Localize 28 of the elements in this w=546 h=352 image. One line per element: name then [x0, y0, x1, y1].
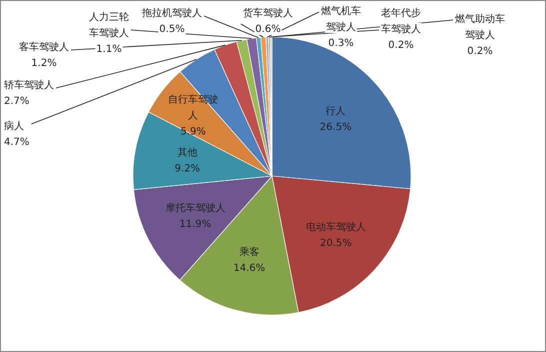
data-label: 1.1% [96, 44, 122, 55]
slice-label: 老年代步车驾驶人 [381, 7, 421, 35]
slice-label: 行人 [326, 106, 346, 117]
data-label: 0.6% [255, 24, 281, 35]
data-label: 20.5% [320, 238, 352, 249]
slice-label: 病人 [4, 120, 24, 132]
slice-label: 电动车驾驶人 [306, 220, 366, 233]
slice-label: 燃气机车驾驶人 [321, 5, 361, 33]
slice-label: 货车驾驶人 [243, 7, 293, 19]
slice-label: 人力三轮车驾驶人 [89, 11, 129, 39]
data-label: 0.2% [388, 40, 414, 51]
slice-label: 乘客 [239, 246, 260, 258]
data-label: 14.6% [233, 263, 266, 274]
slice-label: 燃气助动车驾驶人 [455, 13, 505, 41]
data-label: 9.2% [174, 164, 200, 175]
data-label: 26.5% [320, 122, 352, 133]
data-label: 0.2% [467, 46, 493, 57]
slice-label: 客车驾驶人 [19, 41, 69, 53]
data-label: 0.3% [328, 38, 354, 49]
slice-label: 其他 [177, 146, 198, 159]
data-label: 11.9% [179, 219, 212, 230]
slice-label: 轿车驾驶人 [4, 79, 54, 91]
data-label: 0.5% [159, 24, 185, 35]
data-label: 4.7% [4, 137, 30, 148]
slice-label: 拖拉机驾驶人 [141, 7, 202, 19]
slice-label: 摩托车驾驶人 [165, 202, 226, 214]
data-label: 1.2% [31, 58, 57, 69]
data-label: 2.7% [4, 96, 30, 107]
